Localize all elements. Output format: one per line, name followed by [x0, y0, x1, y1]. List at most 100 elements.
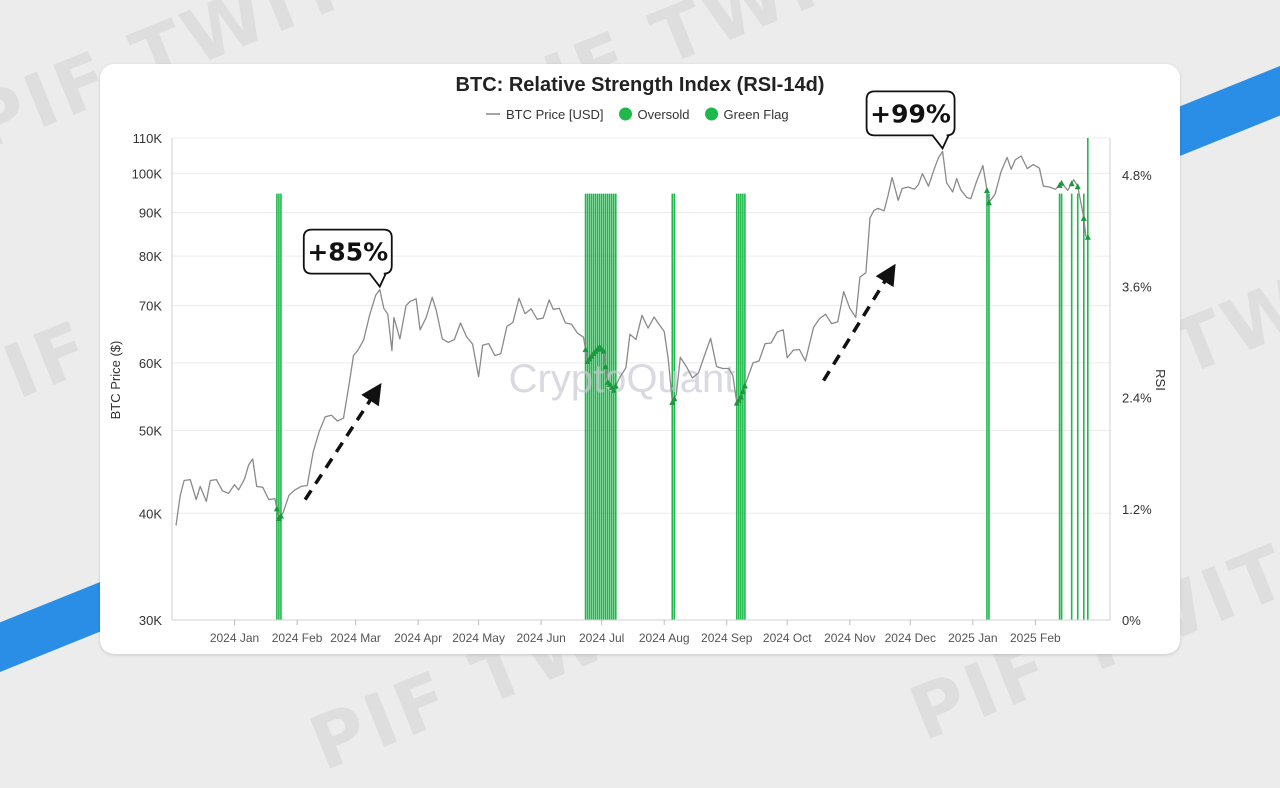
rsi-oversold-bar — [671, 193, 674, 620]
x-tick-label: 2024 Dec — [885, 631, 936, 645]
green-flag-marker — [741, 382, 748, 389]
rsi-oversold-bar — [608, 193, 611, 620]
y-right-tick-label: 2.4% — [1122, 391, 1152, 406]
legend-dot-swatch — [705, 107, 719, 121]
green-flag-marker — [669, 398, 676, 405]
green-flag-marker — [273, 505, 280, 512]
green-flag-marker — [1058, 179, 1065, 186]
y-left-tick-label: 110K — [133, 131, 163, 146]
rsi-oversold-bar — [280, 193, 282, 620]
rsi-oversold-bar — [614, 193, 617, 620]
rsi-oversold-bar — [278, 193, 280, 620]
rsi-oversold-bar — [742, 193, 744, 620]
x-tick-label: 2024 Oct — [763, 631, 812, 645]
y-left-tick-label: 90K — [139, 205, 162, 220]
rsi-chart: CryptoQuant 30K 40K 50K 60K 70K 80K 90K 100K 110… — [108, 74, 1168, 645]
x-tick-label: 2024 Jul — [579, 631, 624, 645]
x-tick-label: 2024 Jun — [516, 631, 565, 645]
rsi-oversold-bar — [986, 193, 988, 620]
legend-dot-swatch — [619, 107, 633, 121]
y-left-tick-label: 100K — [132, 166, 163, 181]
gain-callout: +99% — [865, 90, 956, 151]
rsi-oversold-bar — [600, 193, 603, 620]
rsi-oversold-bar — [610, 193, 613, 620]
rsi-oversold-bar — [612, 193, 615, 620]
rsi-oversold-bar — [588, 193, 591, 620]
y-left-tick-label: 40K — [139, 506, 162, 521]
rsi-oversold-bar — [598, 193, 601, 620]
legend-item: BTC Price [USD] — [486, 107, 604, 122]
y-left-tick-label: 60K — [139, 356, 162, 371]
btc-price-line — [175, 150, 1087, 526]
y-right-tick-label: 0% — [1122, 613, 1141, 628]
y-left-tick-label: 80K — [139, 249, 162, 264]
y-left-tick-label: 70K — [139, 299, 162, 314]
rsi-oversold-bar — [592, 193, 595, 620]
green-flag-marker — [1068, 180, 1075, 187]
legend-label: Green Flag — [724, 107, 789, 122]
y-left-tick-label: 30K — [139, 613, 162, 628]
green-flag-marker — [277, 512, 284, 519]
x-tick-label: 2024 May — [452, 631, 505, 645]
chart-card: CryptoQuant 30K 40K 50K 60K 70K 80K 90K 100K 110… — [100, 64, 1180, 654]
chart-legend: BTC Price [USD] Oversold Green Flag — [486, 107, 789, 122]
green-flag-marker — [1084, 233, 1091, 240]
y-left-tick-label: 50K — [139, 423, 162, 438]
x-tick-label: 2024 Mar — [330, 631, 381, 645]
cryptoquant-watermark: CryptoQuant — [509, 357, 736, 401]
rsi-oversold-bar — [1070, 193, 1073, 620]
rsi-oversold-bar — [1060, 193, 1063, 620]
x-tick-label: 2024 Apr — [394, 631, 442, 645]
x-tick-label: 2025 Feb — [1010, 631, 1061, 645]
x-tick-label: 2024 Aug — [639, 631, 690, 645]
green-flag-marker — [602, 363, 609, 370]
green-flag-marker — [582, 346, 589, 353]
green-flag-marker — [1080, 214, 1087, 221]
rsi-oversold-bar — [1082, 193, 1085, 620]
rsi-oversold-bar — [744, 193, 746, 620]
green-flag-marker — [612, 382, 619, 389]
rsi-oversold-bar — [606, 193, 609, 620]
x-tick-label: 2024 Sep — [701, 631, 753, 645]
x-tick-label: 2024 Jan — [210, 631, 259, 645]
rsi-oversold-bar — [590, 193, 593, 620]
rsi-oversold-bar — [988, 193, 990, 620]
rsi-oversold-bar — [596, 193, 599, 620]
rsi-oversold-bar — [276, 193, 278, 620]
callout-label: +99% — [870, 99, 951, 128]
green-flag-marker — [671, 395, 678, 402]
y-axis-left-label: BTC Price ($) — [108, 341, 123, 420]
green-flag-marker — [1074, 183, 1081, 190]
callout-bubble — [302, 228, 393, 289]
x-tick-label: 2024 Nov — [824, 631, 875, 645]
callout-bubble — [865, 90, 956, 151]
chart-title: BTC: Relative Strength Index (RSI-14d) — [456, 74, 825, 96]
rsi-oversold-bar — [673, 193, 676, 620]
gain-callout: +85% — [302, 228, 393, 289]
rsi-oversold-bar — [594, 193, 597, 620]
trend-arrow — [303, 382, 382, 501]
green-flag-marker — [600, 347, 607, 354]
rsi-oversold-bar — [602, 193, 605, 620]
legend-label: Oversold — [638, 107, 690, 122]
trend-arrow — [822, 263, 896, 382]
green-flag-marker — [737, 393, 744, 400]
rsi-oversold-bar — [740, 193, 742, 620]
rsi-oversold-bar — [738, 193, 740, 620]
green-flag-marker — [610, 386, 617, 393]
rsi-oversold-bar — [1087, 138, 1089, 620]
green-flag-marker — [733, 399, 740, 406]
rsi-oversold-bar — [584, 193, 587, 620]
rsi-oversold-bar — [604, 193, 607, 620]
legend-item: Oversold — [619, 107, 690, 122]
green-flag-marker — [739, 387, 746, 394]
x-tick-label: 2025 Jan — [948, 631, 997, 645]
rsi-oversold-bar — [736, 193, 738, 620]
callout-label: +85% — [307, 238, 388, 267]
rsi-oversold-bar — [1076, 193, 1079, 620]
y-right-tick-label: 1.2% — [1122, 502, 1152, 517]
y-right-tick-label: 4.8% — [1122, 168, 1152, 183]
green-flag-marker — [983, 187, 990, 194]
rsi-oversold-bar — [586, 193, 589, 620]
x-tick-label: 2024 Feb — [272, 631, 323, 645]
